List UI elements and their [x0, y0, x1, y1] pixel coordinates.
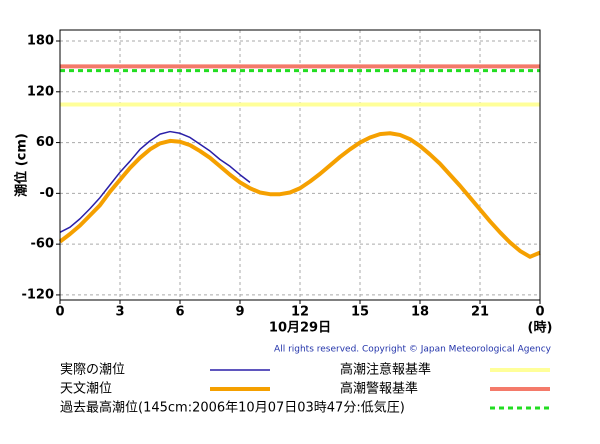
legend-label: 過去最高潮位(145cm:2006年10月07日03時47分:低気圧): [60, 400, 405, 416]
y-tick-label: -120: [21, 287, 54, 302]
legend-label: 高潮注意報基準: [340, 362, 431, 378]
x-tick-label: 0: [535, 305, 544, 320]
x-tick-label: 12: [291, 305, 309, 320]
plot-frame: [59, 29, 541, 301]
x-tick-label: 15: [351, 305, 369, 320]
x-tick-label: 9: [235, 305, 244, 320]
y-tick-label: -0: [40, 186, 54, 201]
x-tick-label: 0: [55, 305, 64, 320]
x-tick-label: 21: [471, 305, 489, 320]
y-tick-label: 180: [27, 34, 54, 49]
y-tick-label: -60: [31, 237, 55, 252]
x-tick-label: 6: [175, 305, 184, 320]
y-tick-label: 60: [36, 135, 54, 150]
legend-label: 天文潮位: [60, 382, 112, 397]
x-axis-label: 10月29日: [269, 321, 331, 336]
copyright: All rights reserved. Copyright © Japan M…: [274, 345, 552, 355]
series-line: [58, 131, 541, 259]
x-tick-label: 18: [411, 305, 429, 320]
legend-label: 高潮警報基準: [340, 381, 418, 397]
x-tick-label: 3: [115, 305, 124, 320]
y-tick-label: 120: [27, 84, 54, 99]
series-line: [59, 130, 251, 233]
x-unit: (時): [528, 320, 553, 336]
y-axis-label: 潮位 (cm): [14, 133, 30, 197]
legend-label: 実際の潮位: [60, 362, 125, 378]
